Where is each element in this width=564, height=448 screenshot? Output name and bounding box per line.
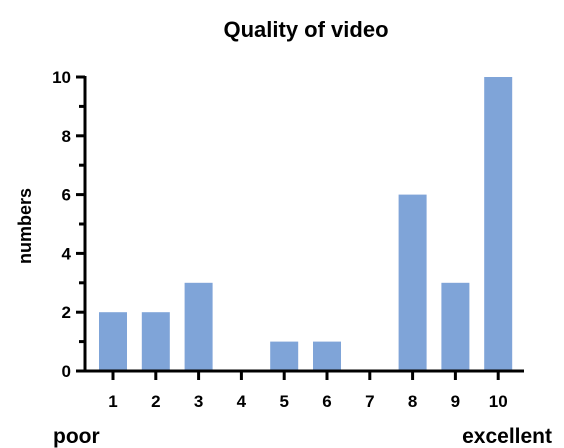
bar-10 — [484, 77, 513, 371]
chart-title: Quality of video — [223, 17, 388, 42]
x-tick-label: 5 — [279, 392, 288, 411]
x-tick-label: 3 — [194, 392, 203, 411]
x-tick-label: 4 — [237, 392, 247, 411]
scale-end-label: excellent — [462, 425, 552, 448]
y-tick-label: 8 — [62, 127, 71, 146]
bar-2 — [141, 312, 170, 371]
x-tick-label: 1 — [108, 392, 117, 411]
y-axis-ticks: 0 2 4 6 8 10 — [52, 68, 85, 381]
x-tick-label: 6 — [322, 392, 331, 411]
x-tick-label: 10 — [489, 392, 508, 411]
bars-group — [99, 77, 513, 371]
x-tick-label: 8 — [408, 392, 417, 411]
scale-start-label: poor — [53, 425, 100, 448]
x-tick-label: 9 — [451, 392, 460, 411]
bar-3 — [184, 282, 213, 371]
y-tick-label: 2 — [62, 303, 71, 322]
x-tick-label: 2 — [151, 392, 160, 411]
bar-9 — [441, 282, 470, 371]
x-tick-label: 7 — [365, 392, 374, 411]
bar-5 — [270, 341, 299, 371]
y-tick-label: 10 — [52, 68, 71, 87]
y-tick-label: 0 — [62, 362, 71, 381]
bar-8 — [398, 194, 427, 371]
y-tick-label: 4 — [62, 244, 72, 263]
x-axis-ticks: 1 2 3 4 5 6 7 8 9 10 — [108, 371, 508, 411]
y-axis-label: numbers — [15, 188, 35, 264]
y-tick-label: 6 — [62, 186, 71, 205]
bar-6 — [313, 341, 341, 371]
bar-1 — [99, 312, 127, 371]
